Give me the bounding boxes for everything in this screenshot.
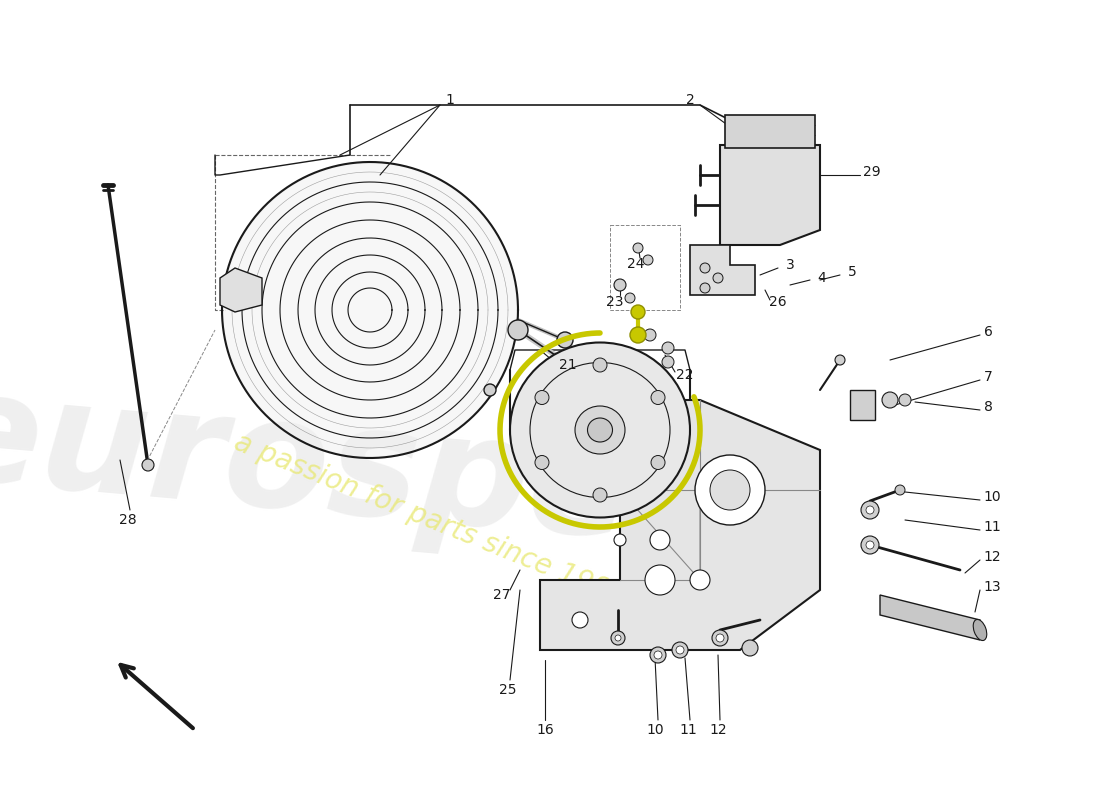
Text: a passion for parts since 1985: a passion for parts since 1985	[230, 429, 630, 611]
Circle shape	[899, 394, 911, 406]
Text: 29: 29	[864, 165, 881, 179]
Circle shape	[572, 612, 588, 628]
Circle shape	[644, 255, 653, 265]
Circle shape	[710, 470, 750, 510]
Circle shape	[508, 320, 528, 340]
Circle shape	[712, 630, 728, 646]
Text: 6: 6	[983, 325, 992, 339]
Polygon shape	[725, 115, 815, 148]
Text: 12: 12	[983, 550, 1001, 564]
Circle shape	[651, 390, 666, 405]
Circle shape	[650, 530, 670, 550]
Circle shape	[835, 355, 845, 365]
Circle shape	[614, 279, 626, 291]
Circle shape	[484, 384, 496, 396]
Text: 11: 11	[679, 723, 697, 737]
Circle shape	[690, 570, 710, 590]
Circle shape	[650, 647, 666, 663]
Polygon shape	[220, 268, 262, 312]
Text: 16: 16	[536, 723, 554, 737]
Circle shape	[651, 455, 666, 470]
Polygon shape	[690, 245, 755, 295]
Circle shape	[866, 541, 874, 549]
Text: 12: 12	[710, 723, 727, 737]
Circle shape	[654, 651, 662, 659]
Circle shape	[742, 640, 758, 656]
Circle shape	[615, 635, 622, 641]
Polygon shape	[540, 400, 820, 650]
Ellipse shape	[974, 619, 987, 641]
Circle shape	[630, 327, 646, 343]
Circle shape	[700, 283, 710, 293]
Text: 10: 10	[646, 723, 663, 737]
Circle shape	[645, 565, 675, 595]
Text: 8: 8	[983, 400, 992, 414]
Circle shape	[672, 642, 688, 658]
Text: 11: 11	[983, 520, 1001, 534]
Ellipse shape	[587, 418, 613, 442]
Ellipse shape	[510, 342, 690, 518]
Polygon shape	[720, 145, 820, 245]
Circle shape	[631, 305, 645, 319]
Circle shape	[535, 390, 549, 405]
Circle shape	[700, 263, 710, 273]
Text: 2: 2	[685, 93, 694, 107]
Circle shape	[614, 534, 626, 546]
Text: 24: 24	[627, 257, 645, 271]
Circle shape	[662, 356, 674, 368]
Circle shape	[557, 332, 573, 348]
Circle shape	[861, 536, 879, 554]
Circle shape	[662, 342, 674, 354]
Text: 21: 21	[559, 358, 576, 372]
Text: 10: 10	[983, 490, 1001, 504]
Text: 23: 23	[606, 295, 624, 309]
Circle shape	[676, 646, 684, 654]
Text: 22: 22	[676, 368, 694, 382]
Text: 28: 28	[119, 513, 136, 527]
Circle shape	[644, 329, 656, 341]
Text: eurospes: eurospes	[0, 362, 728, 578]
Circle shape	[610, 631, 625, 645]
Circle shape	[625, 293, 635, 303]
Polygon shape	[880, 595, 980, 640]
Text: 27: 27	[493, 588, 510, 602]
Circle shape	[895, 485, 905, 495]
Circle shape	[535, 455, 549, 470]
Circle shape	[716, 634, 724, 642]
Text: 1: 1	[446, 93, 454, 107]
Ellipse shape	[575, 406, 625, 454]
Polygon shape	[850, 390, 875, 420]
Text: 25: 25	[499, 683, 517, 697]
Text: 4: 4	[817, 271, 826, 285]
Circle shape	[882, 392, 898, 408]
Circle shape	[866, 506, 874, 514]
Circle shape	[142, 459, 154, 471]
Circle shape	[632, 243, 644, 253]
Text: 5: 5	[848, 265, 857, 279]
Text: 13: 13	[983, 580, 1001, 594]
Circle shape	[713, 273, 723, 283]
Text: 3: 3	[785, 258, 794, 272]
Circle shape	[593, 488, 607, 502]
Text: 26: 26	[769, 295, 786, 309]
Text: 7: 7	[983, 370, 992, 384]
Circle shape	[861, 501, 879, 519]
Polygon shape	[223, 163, 517, 457]
Circle shape	[593, 358, 607, 372]
Circle shape	[695, 455, 764, 525]
